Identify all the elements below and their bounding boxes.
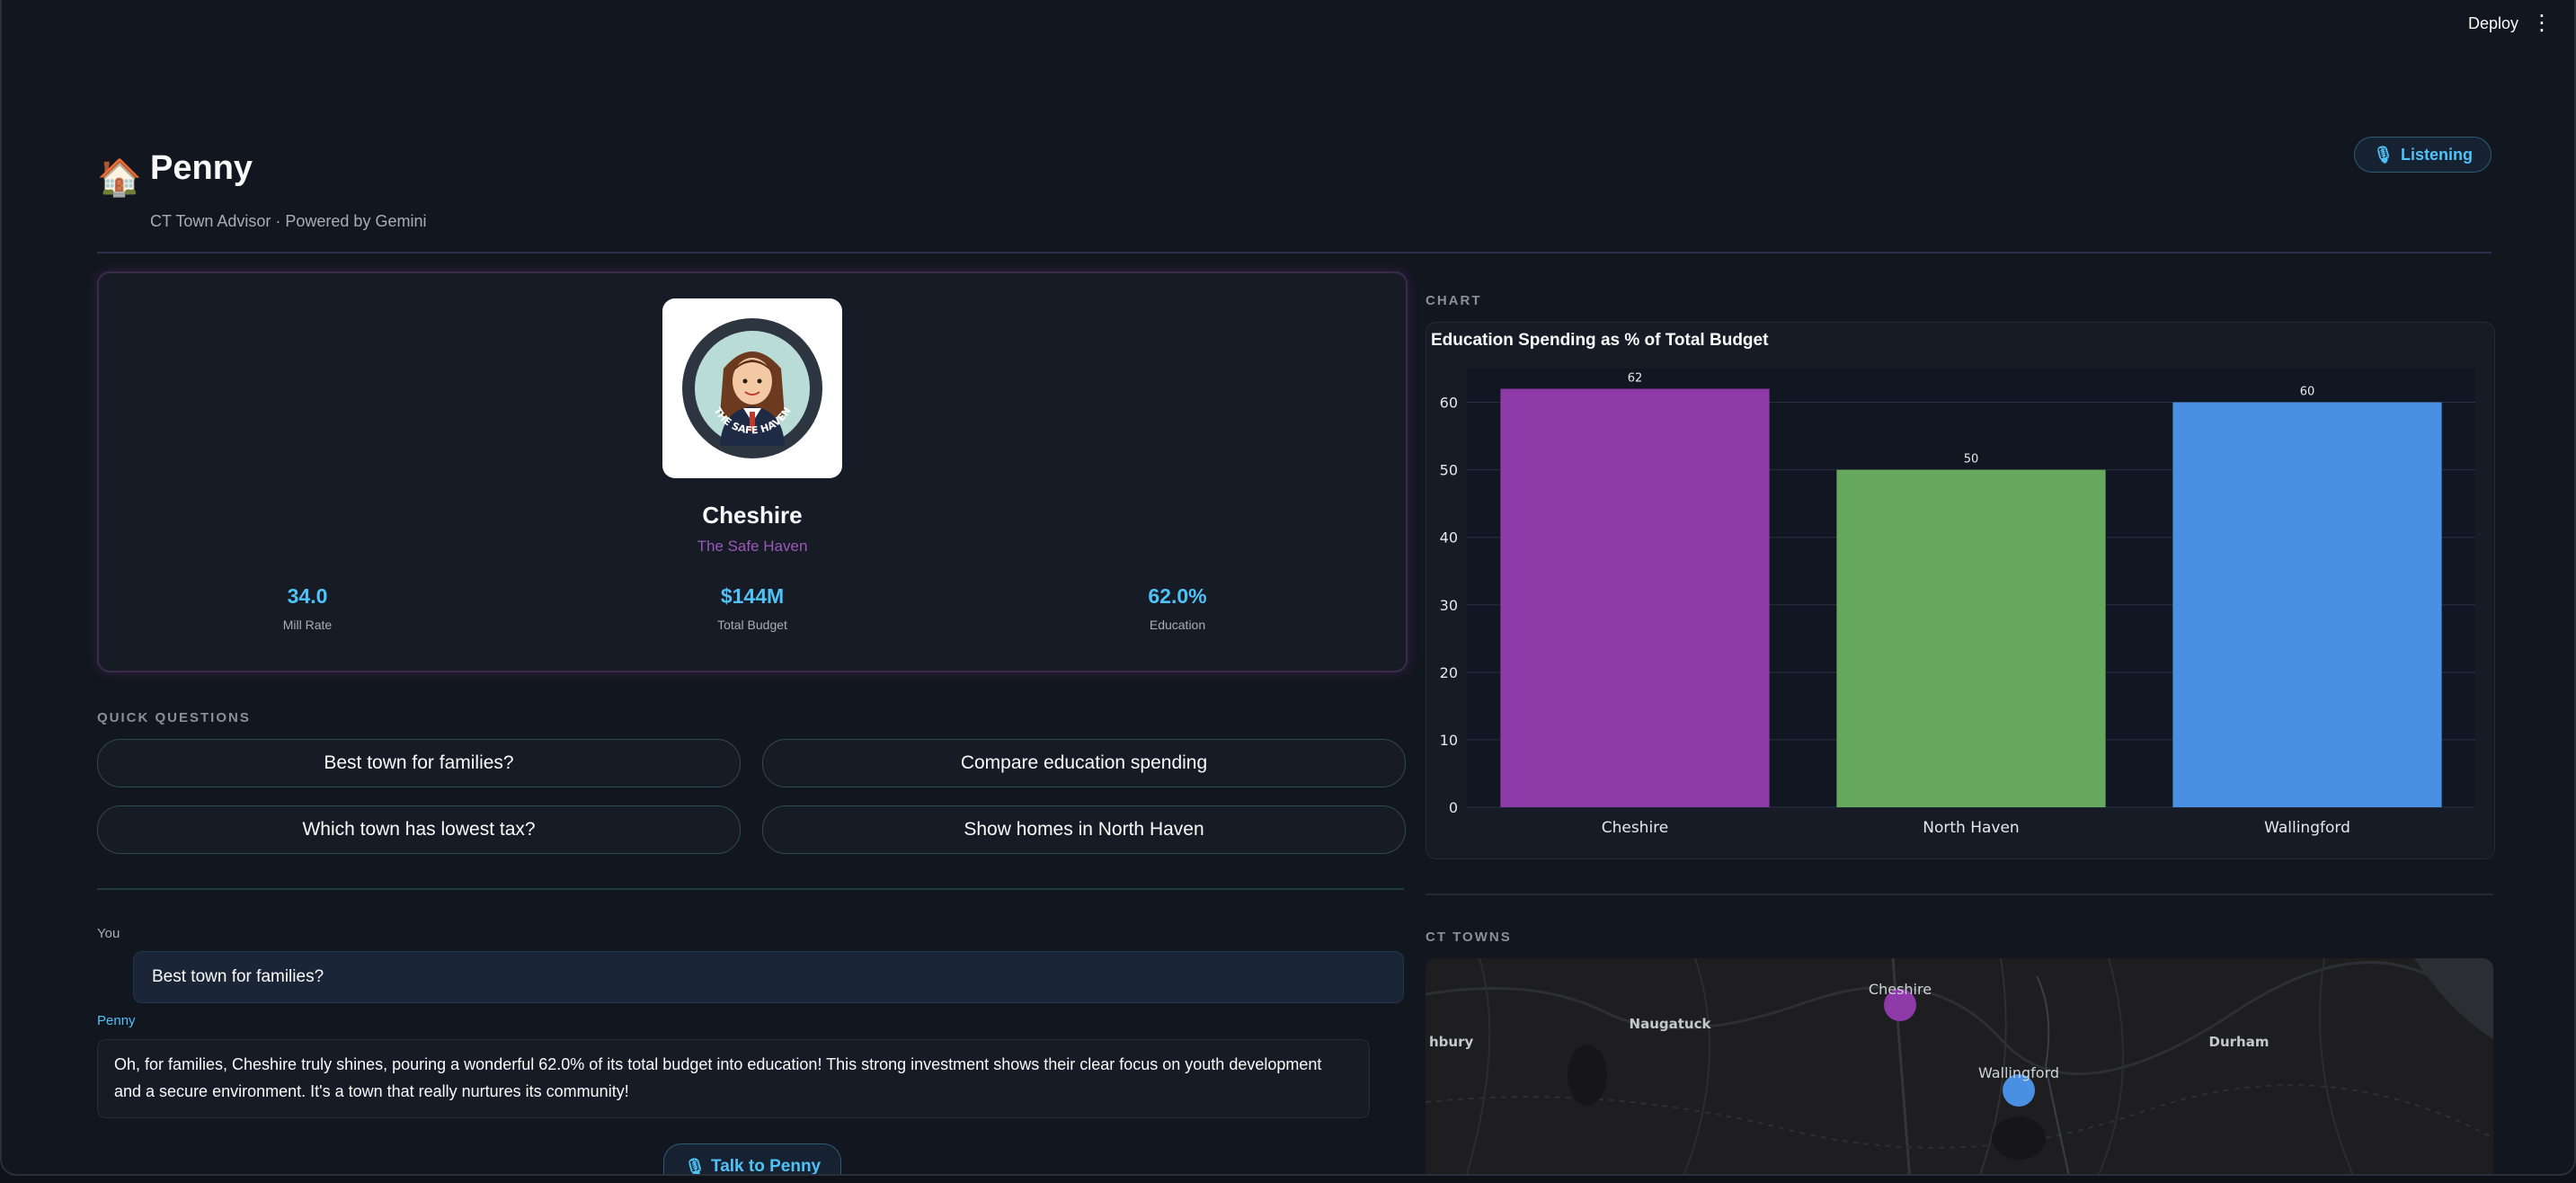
- map-marker-cheshire[interactable]: [1884, 989, 1916, 1021]
- stat-total-budget: $144M Total Budget: [617, 584, 887, 632]
- deploy-button[interactable]: Deploy: [2467, 14, 2518, 32]
- stat-mill-rate: 34.0 Mill Rate: [173, 584, 442, 632]
- map-label-hbury: hbury: [1429, 1034, 1473, 1050]
- chart-data-label: 62: [1628, 372, 1643, 386]
- message-role-label: Penny: [97, 1013, 136, 1028]
- chart-title: Education Spending as % of Total Budget: [1431, 331, 1769, 350]
- chart-y-tick-label: 20: [1440, 664, 1458, 681]
- top-bar: Deploy ⋮: [2, 0, 2574, 50]
- stat-label: Total Budget: [717, 618, 787, 632]
- chart-section-label: CHART: [1426, 293, 1482, 308]
- chart-data-label: 50: [1964, 453, 1979, 467]
- page-title: Penny: [150, 149, 253, 187]
- chart-y-tick-label: 0: [1449, 799, 1458, 816]
- quick-question-button[interactable]: Show homes in North Haven: [762, 805, 1406, 854]
- stat-value: 34.0: [287, 584, 328, 608]
- stat-value: $144M: [720, 584, 785, 608]
- chart-y-tick-label: 30: [1440, 597, 1458, 614]
- stat-education: 62.0% Education: [1043, 584, 1312, 632]
- quick-question-button[interactable]: Which town has lowest tax?: [97, 805, 741, 854]
- stat-value: 62.0%: [1148, 584, 1207, 608]
- advisor-avatar: THE SAFE HAVEN: [662, 298, 842, 478]
- quick-question-button[interactable]: Best town for families?: [97, 739, 741, 787]
- education-spending-chart: 0 10 20 30 40 50 60 62 Cheshire 50 North Haven 60 Wa…: [1440, 369, 2475, 837]
- chart-x-tick-label: North Haven: [1923, 819, 2019, 837]
- map-section-label: CT TOWNS: [1426, 930, 1512, 945]
- talk-to-penny-button[interactable]: 🎙 Talk to Penny: [663, 1143, 841, 1176]
- chart-data-label: 60: [2300, 386, 2315, 399]
- chart-bar: [1836, 469, 2106, 807]
- header-divider: [97, 252, 2492, 254]
- stat-label: Mill Rate: [282, 618, 333, 632]
- map-label-cheshire: Cheshire: [1869, 981, 1932, 998]
- listening-status-badge[interactable]: 🎙 Listening: [2354, 137, 2492, 173]
- advisor-avatar-icon: THE SAFE HAVEN: [682, 318, 822, 458]
- microphone-icon: 🎙: [683, 1159, 706, 1176]
- town-tagline: The Safe Haven: [697, 538, 808, 555]
- assistant-message: Oh, for families, Cheshire truly shines,…: [97, 1039, 1370, 1118]
- quick-questions-label: QUICK QUESTIONS: [97, 710, 251, 725]
- house-icon: 🏠: [97, 158, 142, 198]
- chart-y-tick-label: 10: [1440, 732, 1458, 749]
- chart-bar: [2172, 402, 2442, 807]
- listening-label: Listening: [2401, 145, 2473, 164]
- map-label-naugatuck: Naugatuck: [1630, 1016, 1712, 1032]
- chart-bar: [1500, 388, 1770, 807]
- quick-question-button[interactable]: Compare education spending: [762, 739, 1406, 787]
- chart-y-tick-label: 60: [1440, 395, 1458, 412]
- chart-x-tick-label: Wallingford: [2264, 819, 2350, 837]
- ct-towns-map[interactable]: Cheshire Wallingford Naugatuck Durham hb…: [1426, 958, 2493, 1176]
- map-canvas[interactable]: Cheshire Wallingford Naugatuck Durham hb…: [1426, 958, 2493, 1176]
- microphone-icon: 🎙: [2373, 145, 2394, 164]
- stat-label: Education: [1149, 618, 1206, 632]
- chart-x-tick-label: Cheshire: [1602, 819, 1669, 837]
- town-card: THE SAFE HAVEN Cheshire The Safe Haven 3…: [97, 271, 1408, 672]
- chart-y-tick-label: 50: [1440, 462, 1458, 479]
- user-message: Best town for families?: [133, 951, 1404, 1003]
- page-subtitle: CT Town Advisor · Powered by Gemini: [150, 212, 427, 230]
- chat-divider: [97, 888, 1404, 890]
- map-label-wallingford: Wallingford: [1978, 1064, 2059, 1081]
- more-menu-icon[interactable]: ⋮: [2531, 11, 2553, 35]
- map-label-durham: Durham: [2209, 1034, 2270, 1050]
- town-name: Cheshire: [702, 502, 803, 529]
- map-divider: [1426, 894, 2493, 895]
- talk-button-label: Talk to Penny: [711, 1157, 822, 1176]
- map-marker-wallingford[interactable]: [2003, 1074, 2035, 1107]
- message-role-label: You: [97, 926, 120, 941]
- chart-y-tick-label: 40: [1440, 529, 1458, 547]
